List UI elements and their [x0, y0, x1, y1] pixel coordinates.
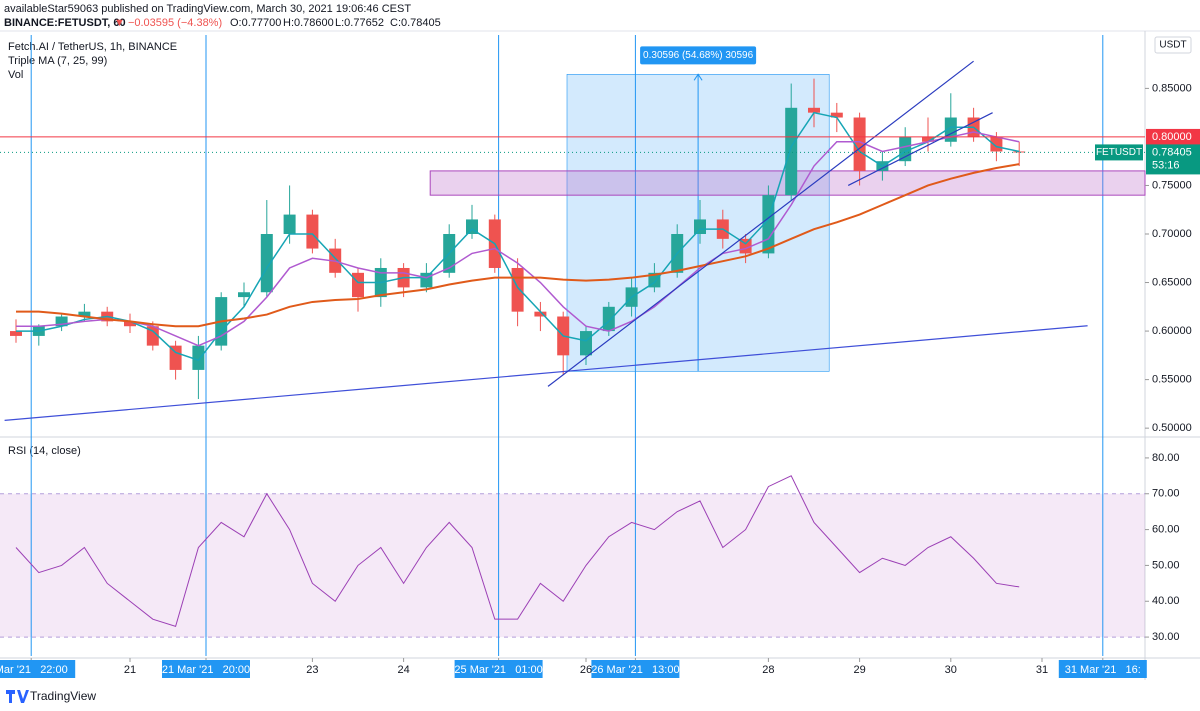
- candle-body: [420, 272, 433, 288]
- x-tick-label: 31 Mar '21 16:: [1065, 664, 1141, 676]
- footer: TradingView: [6, 689, 96, 703]
- candle-body: [808, 107, 820, 113]
- x-tick-label: 21 Mar '21 20:00: [162, 664, 250, 676]
- trendline: [547, 60, 974, 387]
- rsi-band: [0, 493, 1145, 638]
- moving-average: [16, 131, 1020, 347]
- x-tick-label: Mar '21 22:00: [0, 664, 68, 676]
- x-tick-label: 28: [762, 664, 774, 676]
- rsi-tick-label: 60.00: [1152, 523, 1180, 535]
- x-tick-label: 23: [306, 664, 318, 676]
- last-price-box: [1146, 144, 1200, 175]
- x-tick-highlight: [0, 660, 76, 678]
- volume-label: Vol: [8, 69, 23, 81]
- x-tick-label: 29: [853, 664, 865, 676]
- candle-body: [260, 234, 273, 293]
- x-tick-label: 30: [945, 664, 957, 676]
- candle-body: [306, 214, 319, 249]
- rsi-tick-label: 80.00: [1152, 452, 1180, 464]
- moving-average: [16, 163, 1020, 328]
- candle-body: [1013, 151, 1026, 153]
- ohlc-open: O:0.77700: [230, 17, 281, 29]
- candle-body: [922, 136, 934, 142]
- y-tick-label: 0.55000: [1152, 374, 1192, 386]
- candle-body: [602, 306, 615, 332]
- x-tick-label: 26 Mar '21 13:00: [591, 664, 679, 676]
- unit-box: [1154, 36, 1192, 54]
- candle-body: [283, 214, 296, 234]
- candle-body: [580, 331, 592, 356]
- rsi-line: [15, 475, 1020, 627]
- trendline: [847, 112, 993, 186]
- y-tick-label: 0.50000: [1152, 422, 1192, 434]
- trendline: [4, 325, 1088, 421]
- chart-title: Fetch.AI / TetherUS, 1h, BINANCE: [8, 41, 177, 53]
- x-tick-label: 21: [124, 664, 136, 676]
- measure-label: 0.30596 (54.68%) 30596: [643, 50, 754, 61]
- rsi-title: RSI (14, close): [8, 445, 81, 457]
- candle-body: [352, 272, 364, 298]
- candle-body: [534, 311, 547, 317]
- ohlc-low: L:0.77652: [335, 17, 384, 29]
- y-tick-label: 0.85000: [1152, 82, 1192, 94]
- candle-body: [10, 331, 22, 336]
- moving-average: [16, 111, 1020, 362]
- candle-body: [55, 316, 68, 327]
- countdown: 53:16: [1152, 159, 1180, 171]
- last-name-box: [1095, 144, 1143, 161]
- x-tick-highlight: [162, 660, 250, 678]
- x-tick-label: 24: [397, 664, 409, 676]
- candle-body: [853, 117, 866, 171]
- unit-label: USDT: [1159, 40, 1186, 51]
- y-tick-label: 0.60000: [1152, 325, 1192, 337]
- candle-body: [238, 292, 250, 298]
- measure-arrowhead: [693, 73, 703, 81]
- ohlc-close: C:0.78405: [390, 17, 441, 29]
- candle-body: [146, 326, 159, 346]
- hline-label: 0.80000: [1152, 131, 1192, 143]
- symbol: BINANCE:FETUSDT, 60: [4, 17, 126, 29]
- candle-body: [511, 267, 524, 312]
- publish-line: availableStar59063 published on TradingV…: [4, 3, 411, 15]
- candle-body: [124, 321, 136, 327]
- rsi-tick-label: 50.00: [1152, 559, 1180, 571]
- x-tick-label: 26: [580, 664, 592, 676]
- candle-body: [990, 136, 1003, 152]
- y-tick-label: 0.65000: [1152, 276, 1192, 288]
- measure-label-box: [640, 46, 757, 65]
- x-tick-highlight: [1058, 660, 1147, 678]
- y-tick-label: 0.70000: [1152, 228, 1192, 240]
- x-tick-highlight: [591, 660, 680, 678]
- last-price-label: 0.78405: [1152, 146, 1192, 158]
- x-tick-label: 25 Mar '21 01:00: [454, 664, 542, 676]
- footer-brand: TradingView: [30, 689, 96, 703]
- indicator-label: Triple MA (7, 25, 99): [8, 55, 107, 67]
- x-tick-highlight: [454, 660, 543, 678]
- candle-body: [192, 345, 205, 370]
- candle-body: [169, 345, 182, 370]
- x-tick-label: 31: [1036, 664, 1048, 676]
- hline-label-box: [1146, 128, 1200, 145]
- candle-body: [785, 107, 798, 196]
- last-name: FETUSDT: [1096, 147, 1142, 158]
- candle-body: [78, 311, 91, 317]
- y-tick-label: 0.75000: [1152, 179, 1192, 191]
- logo: [6, 690, 29, 703]
- rsi-tick-label: 30.00: [1152, 631, 1180, 643]
- candle-body: [830, 112, 843, 118]
- candle-body: [694, 219, 706, 234]
- rsi-tick-label: 70.00: [1152, 488, 1180, 500]
- change: ▼ −0.03595 (−4.38%): [114, 17, 222, 29]
- rsi-tick-label: 40.00: [1152, 595, 1180, 607]
- ohlc-high: H:0.78600: [283, 17, 334, 29]
